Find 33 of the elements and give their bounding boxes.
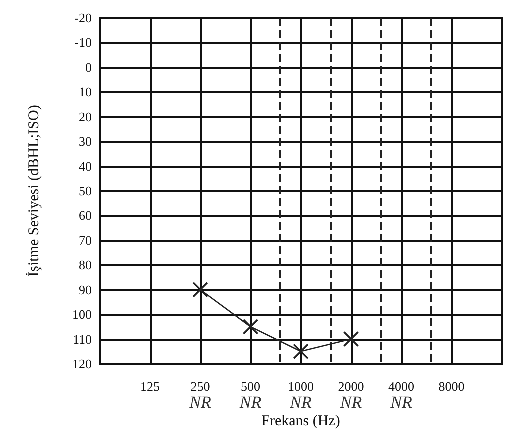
x-tick-label: 4000 bbox=[388, 379, 414, 394]
text: NR bbox=[238, 393, 262, 412]
x-tick-label: 250 bbox=[190, 379, 210, 394]
text: NR bbox=[289, 393, 312, 412]
y-tick-label: 0 bbox=[86, 60, 92, 75]
point bbox=[293, 344, 309, 360]
x-axis-title: Frekans (Hz) bbox=[262, 414, 340, 430]
y-tick-label: 30 bbox=[79, 134, 92, 150]
point bbox=[343, 331, 360, 348]
x-tick-label: 8000 bbox=[438, 379, 465, 394]
y-tick-label: 110 bbox=[72, 332, 92, 347]
y-tick-label: 120 bbox=[72, 356, 92, 372]
y-axis-title: İşitme Seviyesi (dBHL;ISO) bbox=[26, 105, 42, 277]
x-tick-label: 125 bbox=[140, 379, 160, 394]
text: NR bbox=[188, 393, 212, 412]
y-tick-label: 40 bbox=[79, 158, 92, 174]
y-tick-label: 70 bbox=[79, 232, 92, 248]
text: NR bbox=[339, 393, 363, 412]
y-tick-label: 50 bbox=[79, 184, 92, 198]
y-tick-label: 100 bbox=[72, 307, 92, 322]
y-tick-label: 80 bbox=[79, 258, 92, 273]
y-tick-label: -20 bbox=[74, 10, 92, 26]
point bbox=[242, 319, 259, 335]
y-tick-label: 10 bbox=[79, 84, 92, 100]
x-tick-label: 1000 bbox=[288, 379, 314, 394]
text: NR bbox=[390, 393, 413, 412]
x-tick-label: 2000 bbox=[338, 379, 364, 394]
x-tick-label: 500 bbox=[241, 379, 260, 394]
y-tick-label: -10 bbox=[74, 35, 92, 50]
y-tick-label: 60 bbox=[79, 208, 92, 224]
point bbox=[192, 282, 208, 298]
y-tick-label: 90 bbox=[79, 282, 92, 298]
y-tick-label: 20 bbox=[79, 109, 92, 124]
